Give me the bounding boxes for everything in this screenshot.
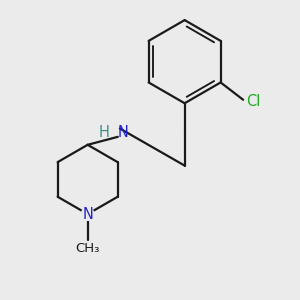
- Text: N: N: [118, 125, 129, 140]
- Text: Cl: Cl: [246, 94, 260, 109]
- Text: CH₃: CH₃: [76, 242, 100, 255]
- Text: N: N: [82, 207, 93, 222]
- Text: H: H: [99, 125, 110, 140]
- Circle shape: [81, 208, 94, 220]
